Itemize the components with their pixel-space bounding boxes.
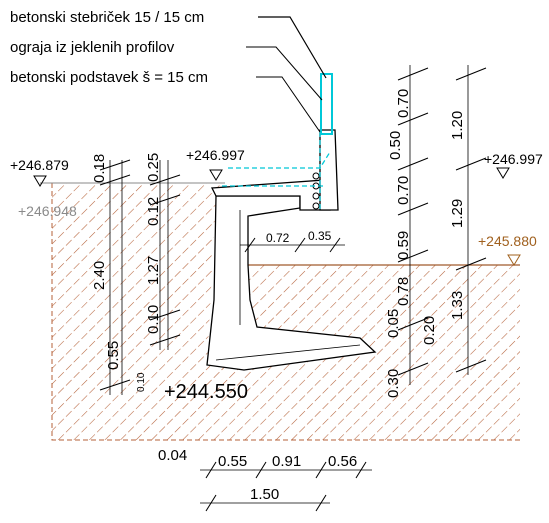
bolt bbox=[312, 172, 320, 180]
dim-025: 0.25 bbox=[145, 153, 162, 182]
dim-120: 1.20 bbox=[449, 111, 466, 140]
tick bbox=[99, 379, 131, 391]
dim-059: 0.59 bbox=[395, 231, 412, 260]
dim-030: 0.30 bbox=[385, 369, 402, 398]
tick bbox=[99, 159, 131, 171]
dim-055-b: 0.55 bbox=[218, 453, 247, 470]
soil-hatch bbox=[52, 183, 520, 440]
tick bbox=[149, 309, 181, 321]
dim-bottom-small: 0.10 bbox=[136, 372, 147, 392]
dim-127: 1.27 bbox=[145, 256, 162, 285]
concrete-base bbox=[319, 129, 339, 211]
bolt bbox=[312, 202, 320, 210]
tick bbox=[397, 202, 429, 216]
bolt bbox=[312, 192, 320, 200]
tick bbox=[455, 257, 487, 271]
dim-020: 0.20 bbox=[421, 316, 438, 345]
tick bbox=[244, 237, 256, 253]
tick bbox=[149, 334, 181, 346]
leader-post bbox=[258, 16, 327, 79]
tick bbox=[397, 317, 429, 331]
tick bbox=[205, 461, 217, 479]
dim-035: 0.35 bbox=[308, 229, 332, 243]
tick bbox=[255, 461, 267, 479]
dim-240: 2.40 bbox=[91, 261, 108, 290]
dim-070-b: 0.70 bbox=[395, 176, 412, 205]
tick bbox=[455, 157, 487, 171]
soil-boundary bbox=[51, 183, 520, 441]
tick bbox=[397, 112, 429, 126]
dim-078: 0.78 bbox=[395, 277, 412, 306]
tick bbox=[294, 237, 306, 253]
tick bbox=[205, 494, 217, 512]
tick bbox=[397, 249, 429, 263]
dim-091: 0.91 bbox=[272, 453, 301, 470]
dim-050: 0.50 bbox=[387, 131, 404, 160]
elevation-marker bbox=[496, 167, 510, 179]
dim-010: 0.10 bbox=[145, 305, 162, 334]
steel-railing bbox=[320, 73, 333, 135]
dim-129: 1.29 bbox=[449, 199, 466, 228]
elevation-left-top: +246.879 bbox=[10, 157, 69, 173]
dim-133: 1.33 bbox=[449, 291, 466, 320]
dim-004: 0.04 bbox=[158, 447, 187, 464]
tick bbox=[149, 194, 181, 206]
elevation-left-under: +246.948 bbox=[18, 203, 77, 219]
label-base: betonski podstavek š = 15 cm bbox=[10, 69, 208, 86]
dim-018: 0.18 bbox=[91, 154, 108, 183]
tick bbox=[455, 67, 487, 81]
dim-005: 0.05 bbox=[385, 309, 402, 338]
dim-150: 1.50 bbox=[250, 486, 279, 503]
tick bbox=[397, 362, 429, 376]
tick bbox=[329, 237, 341, 253]
elevation-right-top: +246.997 bbox=[484, 151, 543, 167]
tick bbox=[315, 494, 327, 512]
dim-012: 0.12 bbox=[145, 197, 162, 226]
elevation-marker bbox=[209, 169, 223, 181]
dim-055: 0.55 bbox=[105, 341, 122, 370]
elevation-right-terrain: +245.880 bbox=[478, 233, 537, 249]
dim-056: 0.56 bbox=[328, 453, 357, 470]
label-post: betonski stebriček 15 / 15 cm bbox=[10, 9, 204, 26]
tick bbox=[397, 67, 429, 81]
tick bbox=[397, 157, 429, 171]
tick bbox=[149, 174, 181, 186]
label-railing: ograja iz jeklenih profilov bbox=[10, 39, 175, 56]
elevation-marker bbox=[33, 175, 47, 187]
tick bbox=[355, 461, 367, 479]
elevation-marker bbox=[507, 254, 521, 266]
tick bbox=[99, 174, 131, 186]
tick bbox=[315, 461, 327, 479]
leader-base bbox=[256, 76, 321, 133]
dim-070-a: 0.70 bbox=[395, 89, 412, 118]
dim-072: 0.72 bbox=[266, 231, 290, 245]
tick bbox=[455, 359, 487, 373]
leader-railing bbox=[246, 46, 323, 101]
elevation-bottom: +244.550 bbox=[164, 381, 248, 403]
elevation-mid: +246.997 bbox=[186, 147, 245, 163]
foundation-line bbox=[215, 344, 361, 361]
